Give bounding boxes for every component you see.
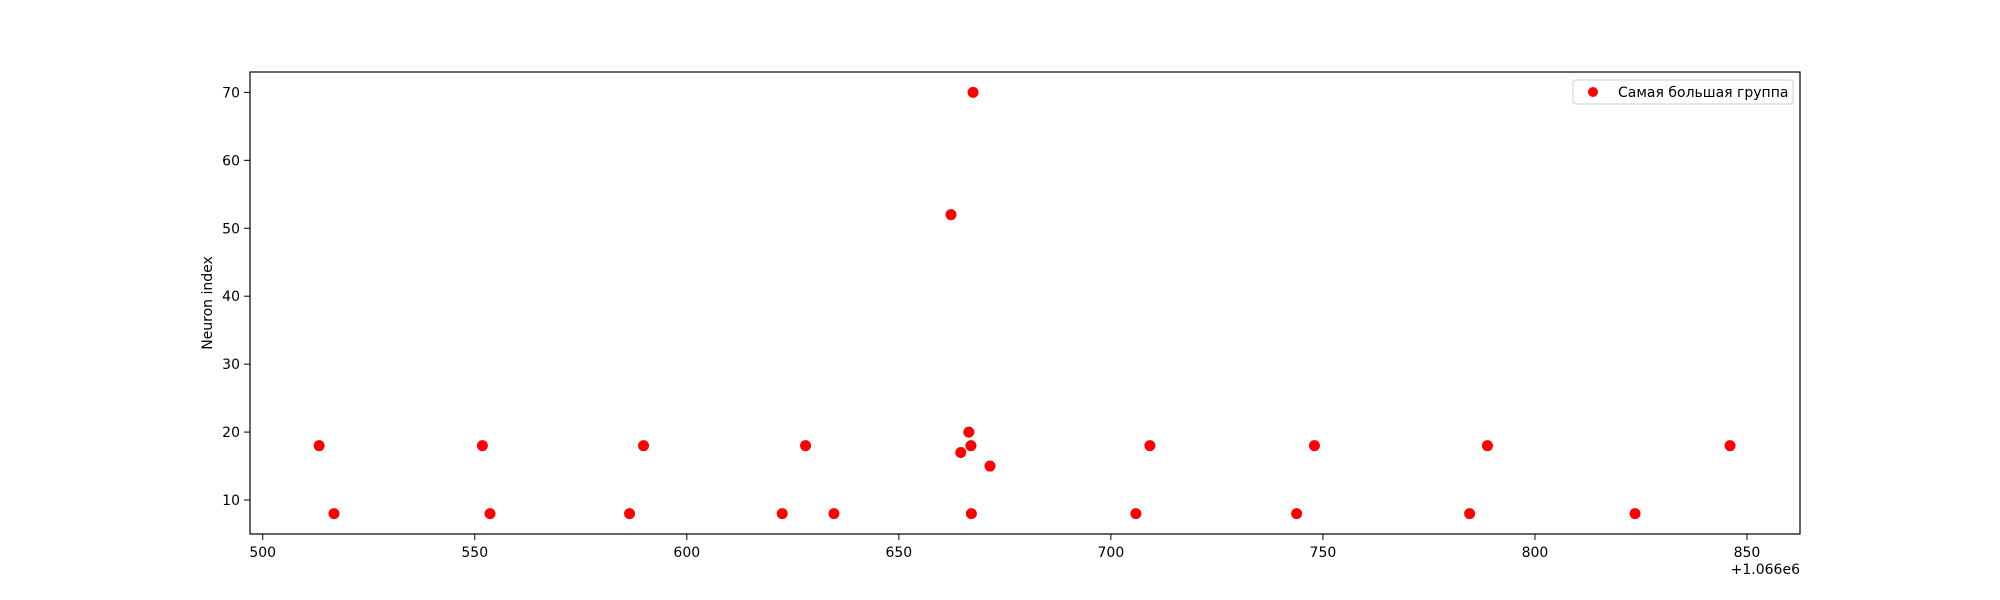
legend-box (1572, 79, 1794, 105)
y-tick-label: 40 (222, 289, 240, 305)
data-point (965, 440, 977, 452)
legend-label: Самая большая группа (1618, 85, 1788, 101)
y-tick-label: 60 (222, 153, 240, 169)
x-tick-label: 600 (673, 545, 700, 561)
data-point (963, 426, 975, 438)
y-tick-label: 70 (222, 85, 240, 101)
data-point (776, 508, 788, 520)
x-tick-label: 500 (249, 545, 276, 561)
y-tick-label: 30 (222, 357, 240, 373)
x-axis-offset-label: +1.066e6 (1731, 562, 1800, 578)
data-point (1144, 440, 1156, 452)
y-tick-label: 10 (222, 493, 240, 509)
axes-frame (249, 71, 1801, 535)
data-points (313, 86, 1736, 520)
y-tick-label: 50 (222, 221, 240, 237)
data-point (1724, 440, 1736, 452)
x-axis: 500 550 600 650 700 750 800 850 (249, 534, 1760, 561)
data-point (984, 460, 996, 472)
x-tick-label: 750 (1310, 545, 1337, 561)
y-tick-label: 20 (222, 425, 240, 441)
x-tick-label: 850 (1734, 545, 1761, 561)
x-tick-label: 800 (1522, 545, 1549, 561)
plot-area: 500 550 600 650 700 750 800 850 10 20 30 40 50 60 70 (222, 71, 1801, 561)
data-point (800, 440, 812, 452)
data-point (828, 508, 840, 520)
data-point (484, 508, 496, 520)
data-point (1464, 508, 1476, 520)
data-point (1291, 508, 1303, 520)
data-point (965, 508, 977, 520)
data-point (945, 209, 957, 221)
legend: Самая большая группа (1572, 79, 1794, 105)
data-point (476, 440, 488, 452)
legend-marker (1588, 87, 1598, 97)
data-point (313, 440, 325, 452)
data-point (1629, 508, 1641, 520)
x-tick-label: 700 (1098, 545, 1125, 561)
x-tick-label: 650 (885, 545, 912, 561)
data-point (955, 446, 967, 458)
y-axis: 10 20 30 40 50 60 70 (222, 85, 250, 509)
data-point (328, 508, 340, 520)
y-axis-label: Neuron index (200, 256, 216, 350)
data-point (624, 508, 636, 520)
data-point (1481, 440, 1493, 452)
x-tick-label: 550 (461, 545, 488, 561)
data-point (638, 440, 650, 452)
data-point (967, 86, 979, 98)
data-point (1130, 508, 1142, 520)
data-point (1308, 440, 1320, 452)
